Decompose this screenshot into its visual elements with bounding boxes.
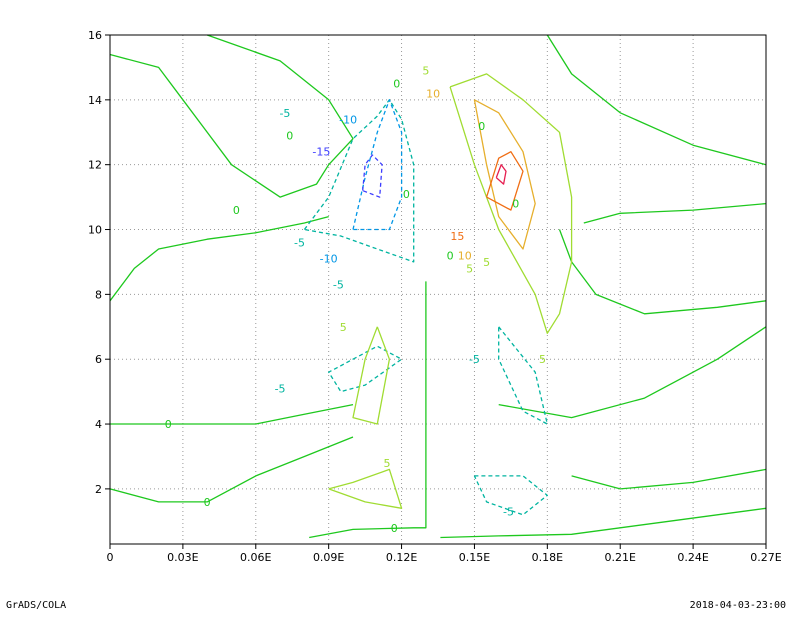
contour-label: 5	[466, 262, 473, 275]
contour-labels: -5 -10-15-10-5-5-5-5-50000000000555555101…	[165, 65, 546, 535]
contour-label: 0	[165, 418, 172, 431]
contour-label: -5	[333, 279, 344, 292]
x-tick-label: 0.24E	[677, 551, 708, 564]
x-tick-label: 0.12E	[386, 551, 417, 564]
contour-label: 10	[426, 87, 440, 100]
contour-line	[495, 164, 507, 185]
contour-label: 0	[233, 204, 240, 217]
contour-label: 5	[483, 256, 490, 269]
contour-label: 0	[512, 198, 519, 211]
contour-line	[328, 468, 403, 509]
x-tick-label: 0.18E	[532, 551, 563, 564]
y-tick-label: 16	[88, 29, 102, 42]
contour-line	[473, 99, 536, 250]
y-tick-label: 4	[95, 418, 102, 431]
contour-line	[571, 468, 767, 490]
y-tick-label: 10	[88, 224, 102, 237]
x-tick-label: 0.27E	[750, 551, 781, 564]
contour-plot: -5 -10-15-10-5-5-5-5-50000000000555555101…	[88, 29, 782, 564]
contour-label: -5	[469, 353, 480, 366]
x-axis: 0 0.03E 0.06E 0.09E 0.12E 0.15E 0.18E 0.21E 0.24…	[107, 544, 782, 564]
y-tick-label: 12	[88, 159, 102, 172]
footer-timestamp: 2018-04-03-23:00	[689, 600, 786, 611]
footer-left: GrADS/COLA	[6, 600, 67, 611]
x-tick-label: 0.15E	[459, 551, 490, 564]
contour-label: -15	[312, 146, 330, 159]
grid-lines	[110, 35, 766, 544]
contour-line	[498, 326, 767, 419]
contour-line	[109, 215, 329, 302]
contour-label: 15	[450, 230, 464, 243]
y-tick-label: 8	[95, 288, 102, 301]
x-tick-label: 0	[107, 551, 114, 564]
x-tick-label: 0.06E	[240, 551, 271, 564]
contour-line	[583, 202, 767, 224]
contour-lines	[109, 34, 767, 539]
contour-line	[546, 34, 767, 166]
contour-line	[352, 326, 391, 425]
contour-line	[473, 475, 548, 516]
contour-label: -10	[320, 253, 338, 266]
contour-label: -10	[339, 113, 357, 126]
contour-label: 5	[539, 353, 546, 366]
contour-line	[109, 436, 354, 503]
contour-line	[449, 73, 573, 334]
contour-label: -5	[279, 107, 290, 120]
contour-label: -5	[503, 506, 514, 519]
contour-label: 0	[204, 496, 211, 509]
contour-label: 0	[403, 188, 410, 201]
contour-label: 0	[447, 249, 454, 262]
contour-line	[309, 281, 427, 539]
contour-label: 5	[383, 457, 390, 470]
contour-line	[110, 403, 354, 425]
contour-line	[362, 154, 383, 198]
contour-label: 5	[340, 321, 347, 334]
contour-line	[109, 34, 354, 198]
contour-label: 0	[393, 78, 400, 91]
x-tick-label: 0.21E	[604, 551, 635, 564]
y-tick-label: 14	[88, 94, 102, 107]
contour-line	[485, 151, 524, 211]
contour-label: 0	[286, 130, 293, 143]
contour-line	[440, 507, 767, 539]
contour-label: 5	[422, 65, 429, 78]
plot-frame	[109, 34, 767, 545]
contour-line	[328, 345, 403, 393]
y-tick-label: 2	[95, 483, 102, 496]
x-tick-label: 0.09E	[313, 551, 344, 564]
contour-label: 10	[458, 249, 472, 262]
contour-label: -5	[294, 236, 305, 249]
contour-label: 0	[478, 120, 485, 133]
contour-label: 0	[391, 522, 398, 535]
contour-line	[558, 229, 767, 315]
y-tick-label: 6	[95, 353, 102, 366]
y-axis: 2 4 6 8 10 12 14 16	[88, 29, 110, 496]
contour-line	[303, 99, 415, 263]
contour-label: -5	[275, 382, 286, 395]
x-tick-label: 0.03E	[167, 551, 198, 564]
